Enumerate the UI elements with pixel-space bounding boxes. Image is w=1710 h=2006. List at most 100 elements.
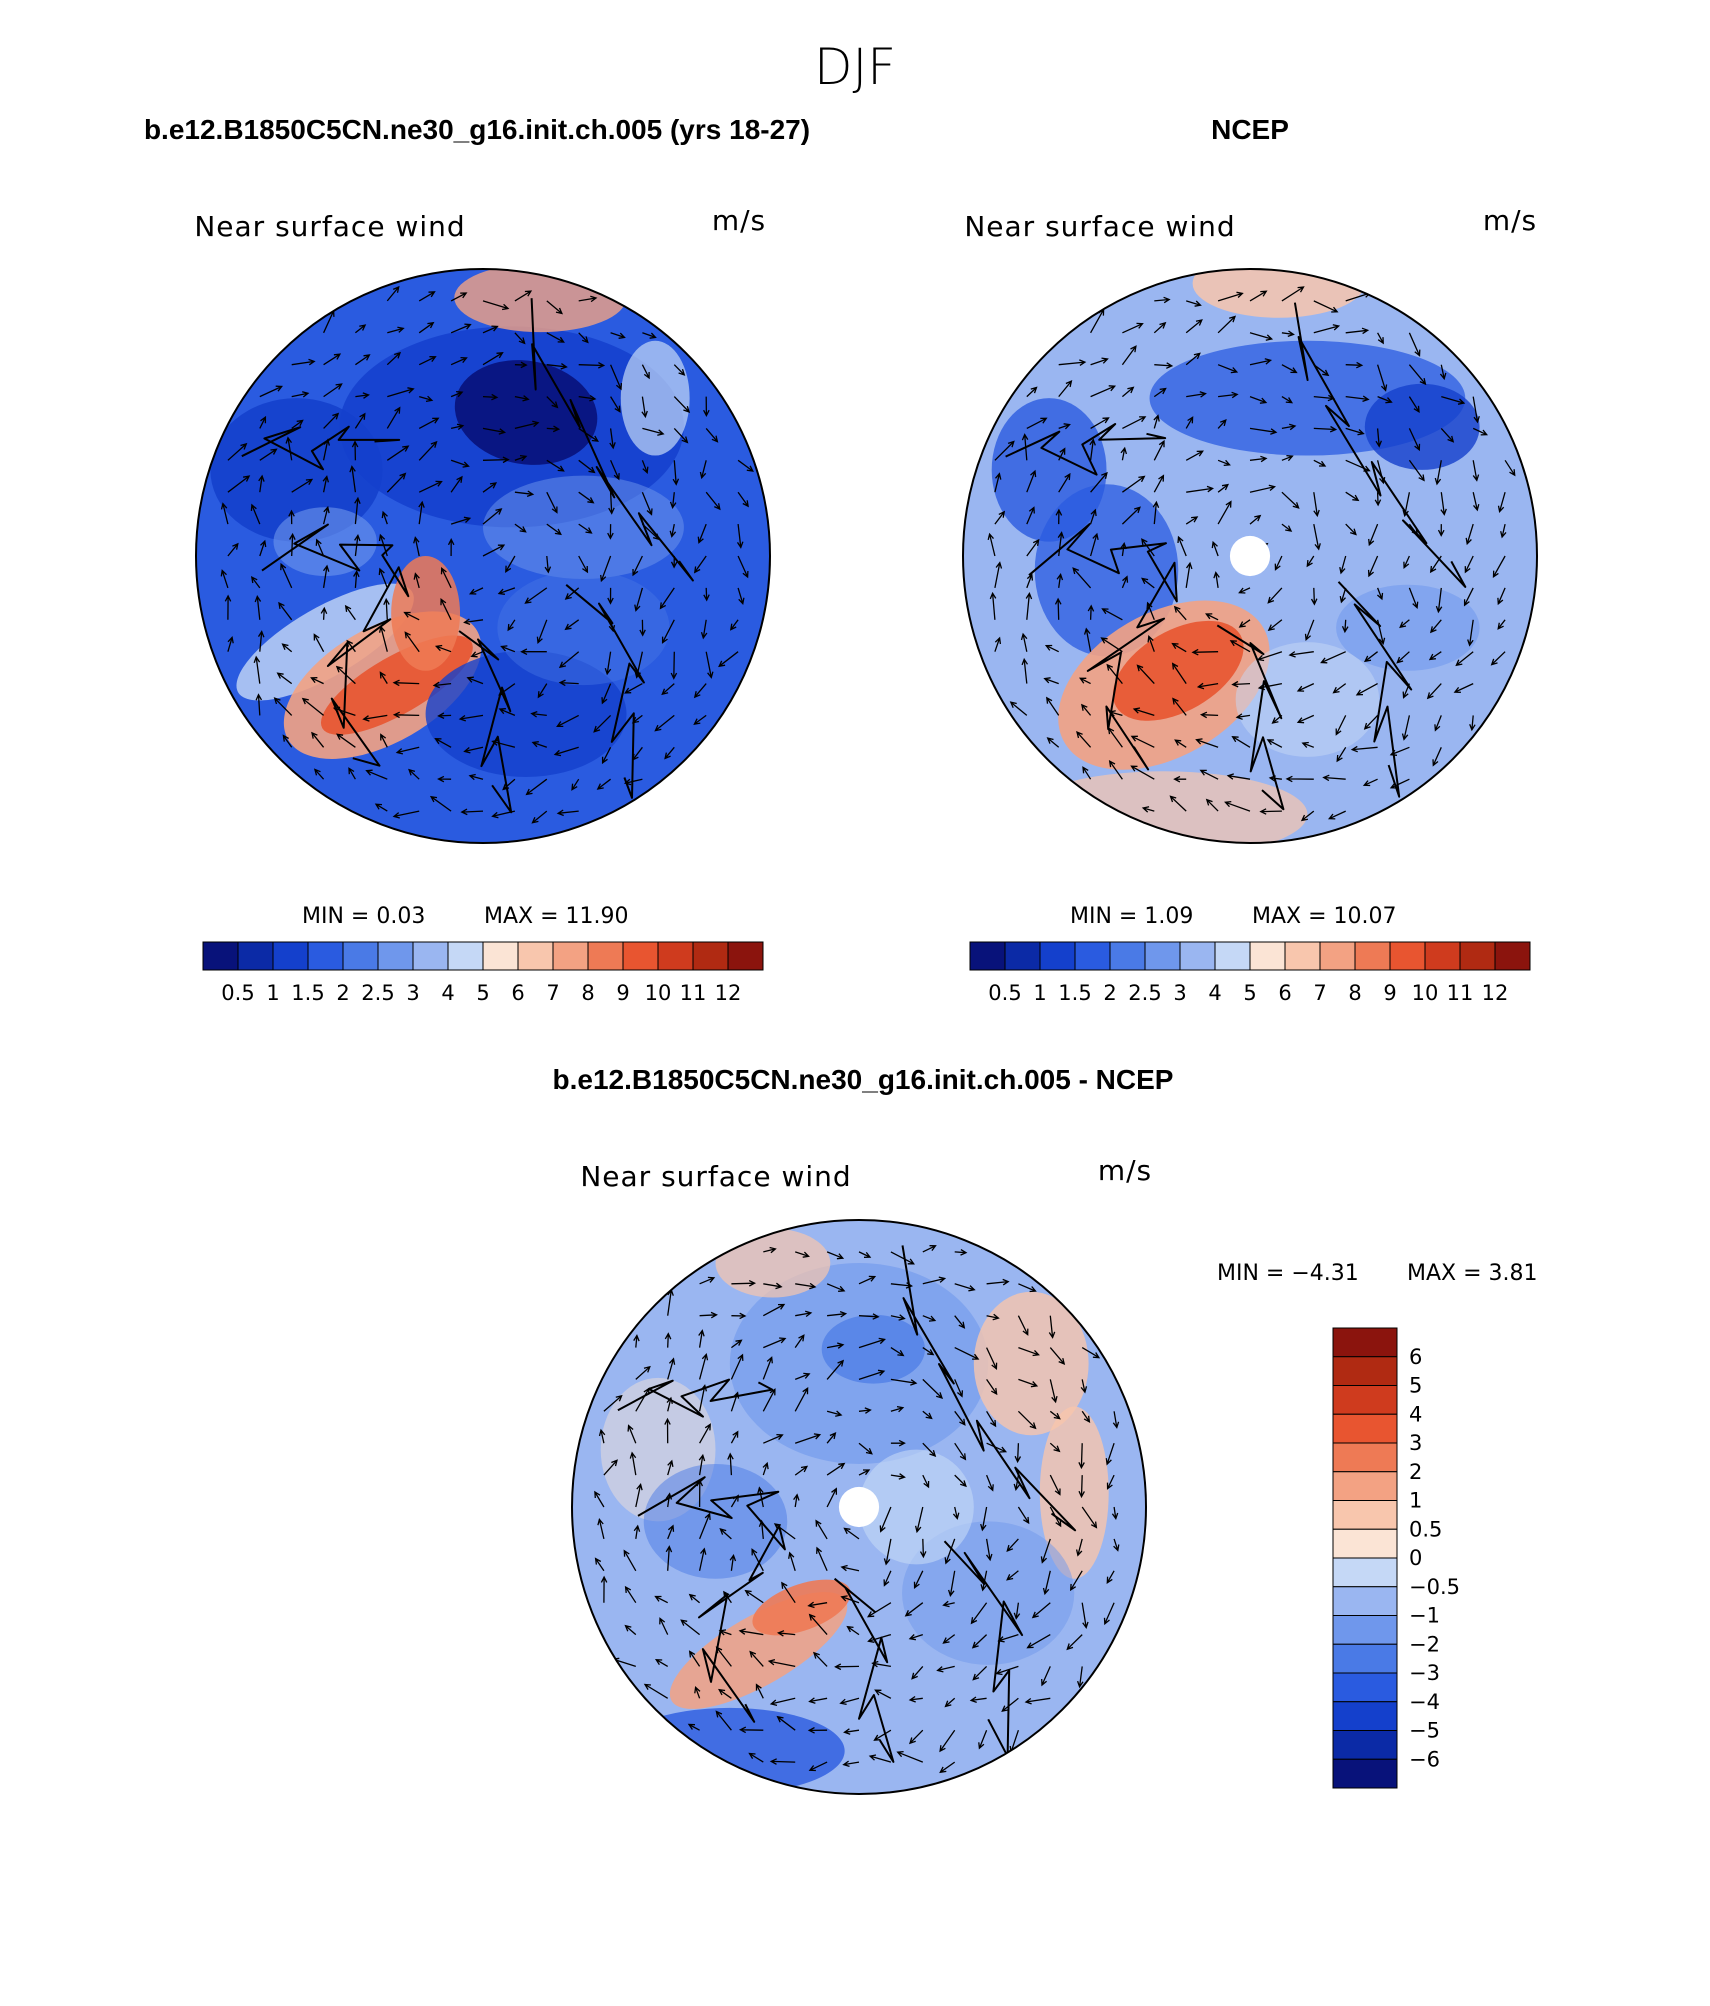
wind-vector <box>1339 555 1347 575</box>
wind-vector <box>700 619 708 640</box>
wind-vector <box>380 733 388 748</box>
wind-vector <box>1186 485 1214 493</box>
wind-vector <box>672 460 680 486</box>
wind-vector <box>1021 433 1029 461</box>
wind-vector <box>1058 423 1071 430</box>
wind-vector <box>1080 1379 1088 1394</box>
wind-vector <box>890 1251 915 1265</box>
colorbar-tick-label: 9 <box>1383 981 1396 1005</box>
colorbar-box <box>1109 941 1146 971</box>
wind-vector <box>1217 364 1239 374</box>
wind-vector <box>378 533 388 557</box>
wind-vector <box>659 587 675 610</box>
wind-vector <box>994 636 1002 652</box>
wind-vector <box>874 1689 892 1699</box>
wind-vector <box>392 679 420 687</box>
wind-vector <box>1467 619 1474 647</box>
wind-vector <box>578 427 599 442</box>
wind-vector <box>693 683 707 699</box>
colorbar-tick-label: 9 <box>616 981 629 1005</box>
coastline <box>1028 523 1178 771</box>
field-contour <box>752 1579 851 1636</box>
wind-vector <box>1492 555 1506 578</box>
wind-vector <box>737 587 745 605</box>
wind-vector <box>1310 587 1318 606</box>
colorbar-tick-label: −2 <box>1409 1632 1440 1656</box>
colorbar-tick-label: 5 <box>1409 1374 1422 1398</box>
wind-vector <box>502 778 516 791</box>
wind-vector <box>1185 516 1199 525</box>
wind-vector <box>546 491 558 514</box>
wind-vector <box>1402 492 1411 518</box>
wind-vector <box>914 1506 924 1534</box>
colorbar-box <box>1494 941 1531 971</box>
wind-vector <box>890 1282 914 1289</box>
colorbar-box <box>1332 1500 1398 1530</box>
wind-vector <box>546 396 559 409</box>
wind-vector <box>1249 455 1268 463</box>
wind-vector <box>1199 711 1219 719</box>
wind-vector <box>349 465 357 493</box>
wind-vector <box>738 1726 764 1734</box>
wind-vector <box>642 427 665 436</box>
wind-vector <box>1376 619 1386 645</box>
wind-vector <box>667 1524 675 1540</box>
wind-vector <box>781 1581 796 1604</box>
wind-vector <box>715 1710 732 1731</box>
wind-vector <box>808 1697 828 1704</box>
wind-vector <box>578 362 606 369</box>
wind-vector <box>276 672 293 685</box>
wind-vector <box>1090 471 1108 493</box>
wind-vector <box>698 1384 708 1412</box>
wind-vector <box>1345 395 1370 403</box>
wind-vector <box>623 778 643 786</box>
colorbar-box <box>1284 941 1321 971</box>
colorbar-tick-label: 11 <box>680 981 707 1005</box>
wind-vector <box>1017 1506 1030 1525</box>
wind-vector <box>322 475 330 493</box>
wind-vector <box>705 427 719 443</box>
colorbar-box <box>1354 941 1391 971</box>
panel-units: m/s <box>1483 204 1537 237</box>
wind-vector <box>227 636 234 652</box>
map-boundary <box>962 268 1538 844</box>
wind-vector <box>635 1365 651 1380</box>
wind-vector <box>1231 735 1251 748</box>
wind-vector <box>665 1492 673 1508</box>
wind-vector <box>634 587 644 612</box>
wind-vector <box>608 492 615 515</box>
wind-vector <box>1046 696 1060 716</box>
colorbar-box <box>1249 941 1286 971</box>
colorbar-tick-label: 1 <box>266 981 279 1005</box>
wind-vector <box>1432 747 1442 767</box>
wind-vector <box>699 1423 711 1444</box>
wind-vector <box>890 1314 906 1321</box>
wind-vector <box>1171 642 1187 653</box>
wind-vector <box>978 1729 988 1750</box>
wind-vector <box>1377 395 1393 404</box>
wind-vector <box>942 1600 955 1608</box>
wind-vector <box>600 1575 608 1603</box>
coastline <box>943 1540 1024 1758</box>
wind-vector <box>418 291 436 302</box>
wind-vector <box>1374 492 1382 507</box>
wind-vector <box>387 387 415 398</box>
coastline <box>901 1245 1077 1532</box>
wind-vector <box>1268 775 1282 782</box>
wind-vector <box>1054 597 1062 620</box>
wind-vector <box>1018 1378 1039 1388</box>
wind-vector <box>1376 364 1388 392</box>
wind-vector <box>558 651 580 669</box>
wind-vector <box>970 1602 988 1625</box>
wind-vector <box>812 1651 828 1667</box>
wind-vector <box>890 1439 906 1447</box>
wind-vector <box>482 300 510 311</box>
wind-vector <box>285 436 293 461</box>
wind-vector <box>1046 737 1060 748</box>
wind-vector <box>291 358 316 366</box>
field-contour <box>1034 484 1179 657</box>
wind-vector <box>1196 682 1219 690</box>
wind-vector <box>578 491 595 504</box>
colorbar-tick-label: 1 <box>1033 981 1046 1005</box>
colorbar-box <box>1332 1442 1398 1473</box>
